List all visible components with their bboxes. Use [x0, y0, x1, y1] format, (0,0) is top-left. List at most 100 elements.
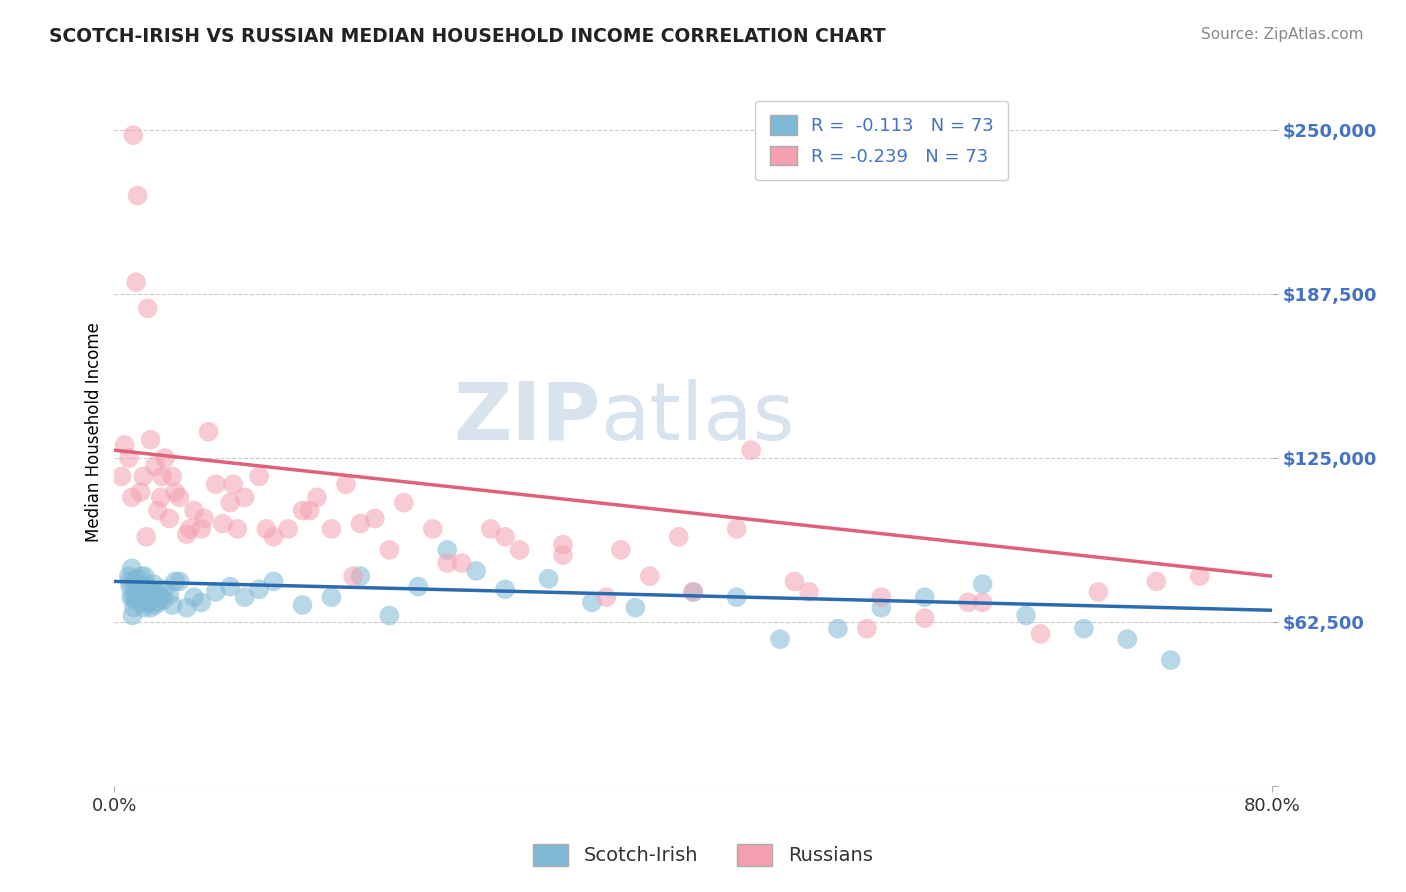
Point	[165, 574, 187, 589]
Point	[870, 590, 893, 604]
Point	[138, 585, 160, 599]
Point	[165, 485, 187, 500]
Point	[349, 516, 371, 531]
Point	[682, 585, 704, 599]
Point	[509, 542, 531, 557]
Point	[125, 582, 148, 597]
Point	[120, 580, 142, 594]
Point	[176, 527, 198, 541]
Point	[321, 522, 343, 536]
Point	[494, 582, 516, 597]
Point	[291, 598, 314, 612]
Point	[152, 592, 174, 607]
Point	[121, 561, 143, 575]
Point	[162, 469, 184, 483]
Point	[797, 585, 820, 599]
Point	[254, 522, 277, 536]
Point	[146, 503, 169, 517]
Point	[136, 301, 159, 316]
Point	[1029, 627, 1052, 641]
Point	[124, 574, 146, 589]
Point	[190, 522, 212, 536]
Y-axis label: Median Household Income: Median Household Income	[86, 322, 103, 541]
Point	[135, 590, 157, 604]
Point	[335, 477, 357, 491]
Point	[132, 600, 155, 615]
Point	[725, 522, 748, 536]
Point	[436, 556, 458, 570]
Point	[193, 511, 215, 525]
Point	[128, 577, 150, 591]
Point	[972, 595, 994, 609]
Point	[494, 530, 516, 544]
Point	[131, 585, 153, 599]
Point	[149, 491, 172, 505]
Point	[134, 569, 156, 583]
Point	[127, 588, 149, 602]
Point	[153, 582, 176, 597]
Point	[122, 600, 145, 615]
Point	[118, 569, 141, 583]
Point	[769, 632, 792, 647]
Point	[378, 542, 401, 557]
Point	[233, 491, 256, 505]
Point	[118, 450, 141, 465]
Point	[132, 469, 155, 483]
Text: SCOTCH-IRISH VS RUSSIAN MEDIAN HOUSEHOLD INCOME CORRELATION CHART: SCOTCH-IRISH VS RUSSIAN MEDIAN HOUSEHOLD…	[49, 27, 886, 45]
Point	[176, 600, 198, 615]
Point	[595, 590, 617, 604]
Point	[624, 600, 647, 615]
Point	[129, 595, 152, 609]
Point	[179, 522, 201, 536]
Point	[136, 580, 159, 594]
Point	[135, 590, 157, 604]
Point	[1015, 608, 1038, 623]
Point	[1073, 622, 1095, 636]
Point	[378, 608, 401, 623]
Point	[406, 580, 429, 594]
Point	[291, 503, 314, 517]
Point	[465, 564, 488, 578]
Point	[422, 522, 444, 536]
Point	[122, 128, 145, 143]
Point	[219, 580, 242, 594]
Point	[143, 458, 166, 473]
Point	[219, 496, 242, 510]
Point	[111, 469, 134, 483]
Point	[128, 588, 150, 602]
Point	[142, 577, 165, 591]
Point	[537, 572, 560, 586]
Point	[183, 590, 205, 604]
Point	[870, 600, 893, 615]
Point	[1116, 632, 1139, 647]
Point	[668, 530, 690, 544]
Point	[342, 569, 364, 583]
Point	[638, 569, 661, 583]
Point	[121, 608, 143, 623]
Point	[263, 574, 285, 589]
Point	[1144, 574, 1167, 589]
Point	[121, 491, 143, 505]
Point	[740, 443, 762, 458]
Point	[120, 590, 142, 604]
Point	[204, 477, 226, 491]
Legend: Scotch-Irish, Russians: Scotch-Irish, Russians	[526, 837, 880, 873]
Point	[392, 496, 415, 510]
Point	[914, 590, 936, 604]
Point	[114, 438, 136, 452]
Point	[150, 469, 173, 483]
Point	[125, 582, 148, 597]
Point	[247, 582, 270, 597]
Point	[138, 595, 160, 609]
Point	[725, 590, 748, 604]
Point	[141, 588, 163, 602]
Point	[450, 556, 472, 570]
Point	[157, 511, 180, 525]
Point	[827, 622, 849, 636]
Point	[298, 503, 321, 517]
Point	[135, 530, 157, 544]
Point	[197, 425, 219, 439]
Text: atlas: atlas	[600, 378, 794, 457]
Point	[914, 611, 936, 625]
Legend: R =  -0.113   N = 73, R = -0.239   N = 73: R = -0.113 N = 73, R = -0.239 N = 73	[755, 101, 1008, 180]
